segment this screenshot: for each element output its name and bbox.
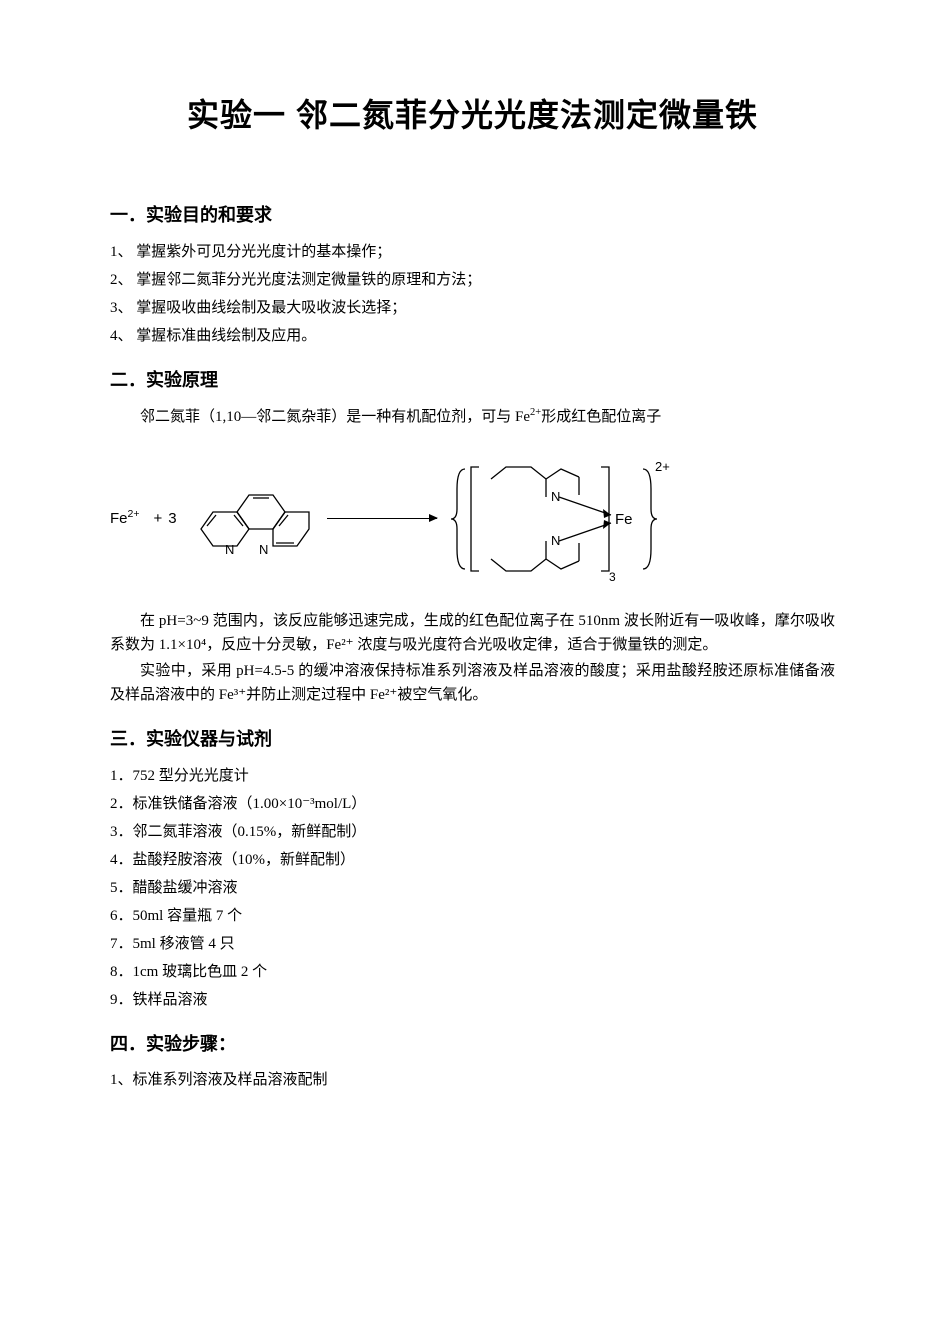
reaction-arrow-icon (327, 518, 437, 519)
reactant-fe-label: Fe2+ (110, 506, 140, 531)
apparatus-item: 2．标准铁储备溶液（1.00×10⁻³mol/L） (110, 792, 835, 816)
apparatus-item: 1．752 型分光光度计 (110, 764, 835, 788)
apparatus-item: 7．5ml 移液管 4 只 (110, 932, 835, 956)
section-2-heading: 二．实验原理 (110, 366, 835, 395)
para1-pre: 邻二氮菲（1,10—邻二氮杂菲）是一种有机配位剂，可与 Fe (140, 409, 530, 425)
apparatus-item: 8．1cm 玻璃比色皿 2 个 (110, 960, 835, 984)
svg-text:N: N (225, 542, 234, 557)
apparatus-item: 4．盐酸羟胺溶液（10%，新鲜配制） (110, 848, 835, 872)
plus-sign: + (154, 507, 163, 531)
section-3-heading: 三．实验仪器与试剂 (110, 725, 835, 754)
objective-item: 3、 掌握吸收曲线绘制及最大吸收波长选择； (110, 296, 835, 320)
apparatus-item: 6．50ml 容量瓶 7 个 (110, 904, 835, 928)
procedure-item: 1、标准系列溶液及样品溶液配制 (110, 1068, 835, 1092)
apparatus-item: 3．邻二氮菲溶液（0.15%，新鲜配制） (110, 820, 835, 844)
product-charge: 2+ (655, 459, 670, 474)
product-metal-label: Fe (615, 511, 633, 528)
phenanthroline-structure-icon: N N (183, 474, 313, 564)
document-title: 实验一 邻二氮菲分光光度法测定微量铁 (110, 90, 835, 141)
principle-para-1: 邻二氮菲（1,10—邻二氮杂菲）是一种有机配位剂，可与 Fe2+形成红色配位离子 (110, 405, 835, 429)
reaction-diagram: Fe2+ + 3 N N (110, 449, 835, 589)
principle-para-3: 实验中，采用 pH=4.5-5 的缓冲溶液保持标准系列溶液及样品溶液的酸度；采用… (110, 659, 835, 707)
objective-item: 2、 掌握邻二氮菲分光光度法测定微量铁的原理和方法； (110, 268, 835, 292)
svg-text:N: N (551, 533, 560, 548)
section-1-heading: 一．实验目的和要求 (110, 201, 835, 230)
principle-para-2: 在 pH=3~9 范围内，该反应能够迅速完成，生成的红色配位离子在 510nm … (110, 609, 835, 657)
reactant-symbol: Fe (110, 510, 128, 527)
objective-item: 1、 掌握紫外可见分光光度计的基本操作； (110, 240, 835, 264)
product-complex-icon: N N Fe 3 2+ (451, 449, 671, 589)
product-subscript: 3 (609, 570, 616, 584)
section-4-heading: 四．实验步骤： (110, 1030, 835, 1059)
objective-item: 4、 掌握标准曲线绘制及应用。 (110, 324, 835, 348)
svg-text:N: N (259, 542, 268, 557)
para1-post: 形成红色配位离子 (541, 409, 661, 425)
apparatus-item: 9．铁样品溶液 (110, 988, 835, 1012)
para1-sup: 2+ (530, 407, 541, 418)
reactant-charge: 2+ (128, 508, 140, 520)
svg-text:N: N (551, 489, 560, 504)
apparatus-item: 5．醋酸盐缓冲溶液 (110, 876, 835, 900)
stoich-coeff: 3 (168, 507, 176, 531)
